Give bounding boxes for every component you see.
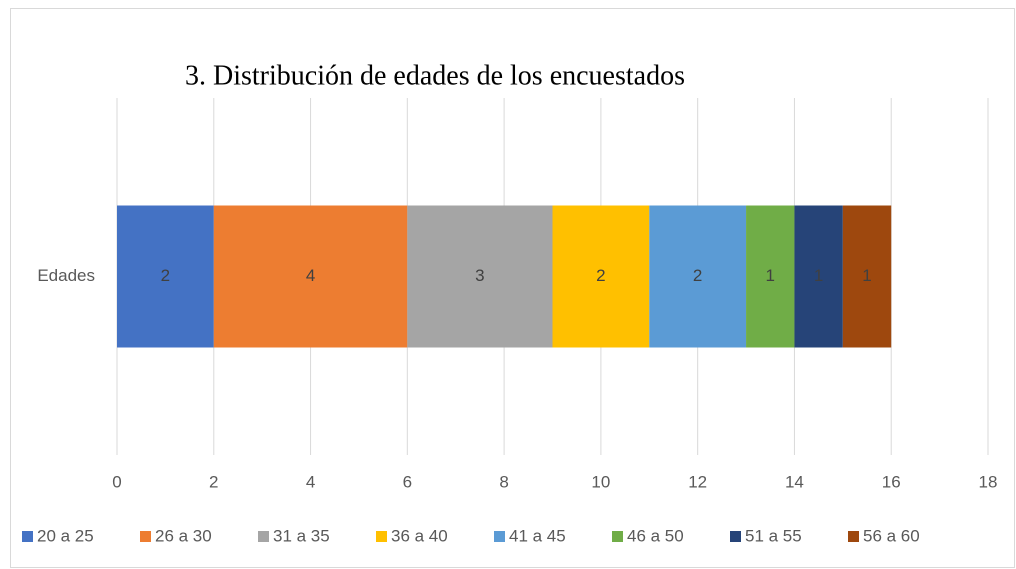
legend-label: 41 a 45 (509, 526, 566, 545)
legend-label: 56 a 60 (863, 526, 920, 545)
legend-swatch (494, 531, 505, 542)
chart-title: 3. Distribución de edades de los encuest… (185, 60, 685, 91)
x-tick-label: 12 (688, 472, 707, 491)
bar-segment (407, 205, 553, 348)
bar-segment (746, 205, 795, 348)
bar-segment (552, 205, 650, 348)
legend-swatch (22, 531, 33, 542)
x-tick-label: 14 (785, 472, 804, 491)
bar-segment (794, 205, 843, 348)
legend-label: 36 a 40 (391, 526, 448, 545)
data-label: 1 (862, 266, 871, 285)
bar-segment (649, 205, 747, 348)
data-label: 3 (475, 266, 484, 285)
x-tick-label: 4 (306, 472, 315, 491)
legend-label: 31 a 35 (273, 526, 330, 545)
x-tick-label: 18 (979, 472, 998, 491)
legend-swatch (730, 531, 741, 542)
data-label: 2 (596, 266, 605, 285)
data-label: 4 (306, 266, 315, 285)
legend-swatch (376, 531, 387, 542)
x-tick-label: 10 (591, 472, 610, 491)
bar-segment (842, 205, 892, 348)
y-tick-label: Edades (37, 266, 95, 285)
data-label: 1 (766, 266, 775, 285)
legend-label: 26 a 30 (155, 526, 212, 545)
legend-label: 51 a 55 (745, 526, 802, 545)
bar-segment (117, 205, 214, 348)
legend-swatch (848, 531, 859, 542)
x-tick-label: 8 (499, 472, 508, 491)
x-tick-label: 16 (882, 472, 901, 491)
data-label: 2 (161, 266, 170, 285)
bar-segment (213, 205, 408, 348)
legend-swatch (258, 531, 269, 542)
x-tick-label: 0 (112, 472, 121, 491)
legend-label: 20 a 25 (37, 526, 94, 545)
x-tick-label: 2 (209, 472, 218, 491)
data-label: 2 (693, 266, 702, 285)
legend-swatch (612, 531, 623, 542)
x-tick-label: 6 (403, 472, 412, 491)
legend-swatch (140, 531, 151, 542)
legend-label: 46 a 50 (627, 526, 684, 545)
data-label: 1 (814, 266, 823, 285)
